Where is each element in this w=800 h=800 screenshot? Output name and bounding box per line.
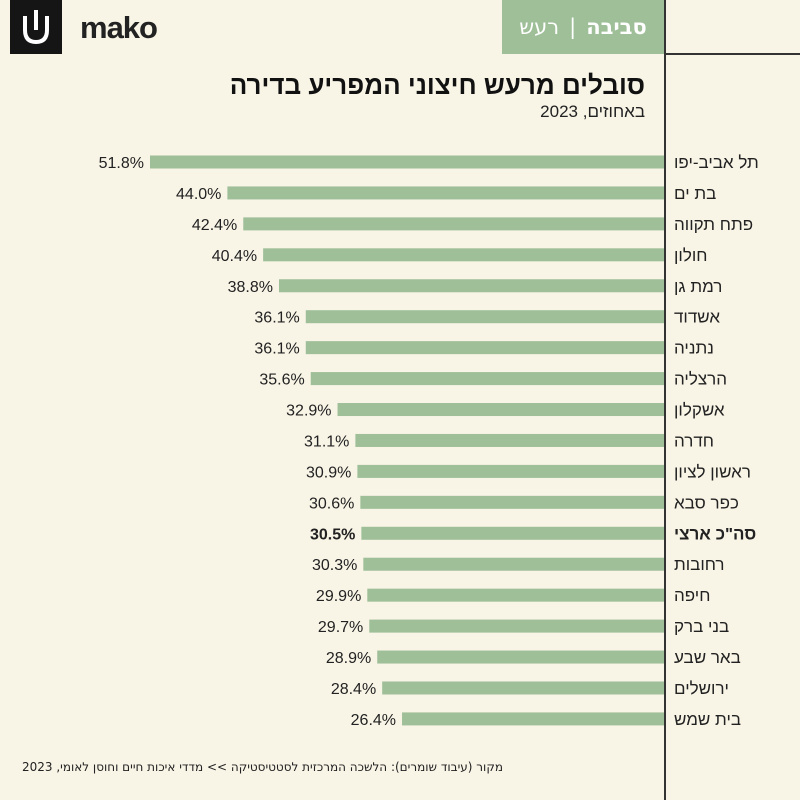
value-label: 26.4% xyxy=(351,712,396,729)
category-label: נתניה xyxy=(674,339,714,358)
category-label: אשקלון xyxy=(674,401,725,420)
category-label: כפר סבא xyxy=(674,493,739,512)
value-label: 28.4% xyxy=(331,681,376,698)
tag-secondary: רעש xyxy=(519,15,560,39)
tag-primary: סביבה xyxy=(586,15,647,39)
bar xyxy=(402,712,664,726)
category-label: ראשון לציון xyxy=(674,462,751,481)
mako-logo[interactable]: mako xyxy=(80,10,158,46)
category-label: בני ברק xyxy=(674,617,729,636)
bar xyxy=(357,464,664,478)
bar xyxy=(355,433,664,447)
bar xyxy=(278,279,664,293)
category-label: באר שבע xyxy=(674,648,741,667)
source-note: מקור (עיבוד שומרים): הלשכה המרכזית לסטטי… xyxy=(22,760,503,774)
value-label: 36.1% xyxy=(254,341,299,358)
value-label: 30.6% xyxy=(309,495,354,512)
mako-logo-text: mako xyxy=(80,10,158,45)
bar xyxy=(361,526,664,540)
value-label: 36.1% xyxy=(254,310,299,327)
category-label: בית שמש xyxy=(674,710,741,729)
category-label: רמת גן xyxy=(674,277,722,296)
bar xyxy=(227,186,664,200)
value-label: 29.9% xyxy=(316,588,361,605)
chart-subtitle: באחוזים, 2023 xyxy=(540,102,645,121)
bar xyxy=(150,155,664,169)
bar xyxy=(382,681,664,695)
value-label: 42.4% xyxy=(192,217,237,234)
value-label: 30.9% xyxy=(306,464,351,481)
value-label: 38.8% xyxy=(228,279,273,296)
category-label: הרצליה xyxy=(674,370,727,389)
category-tag[interactable]: סביבה | רעש xyxy=(502,0,664,54)
value-label: 31.1% xyxy=(304,433,349,450)
category-label: סה"כ ארצי xyxy=(674,524,756,543)
value-label: 35.6% xyxy=(259,372,304,389)
category-label: אשדוד xyxy=(674,308,720,327)
category-label: בת ים xyxy=(674,184,716,203)
value-label: 29.7% xyxy=(318,619,363,636)
bar xyxy=(377,650,664,664)
category-label: חולון xyxy=(674,246,707,265)
category-label: פתח תקווה xyxy=(674,215,753,234)
bar xyxy=(337,403,664,417)
value-label: 51.8% xyxy=(99,155,144,172)
bar xyxy=(310,372,664,386)
value-label: 30.5% xyxy=(310,526,355,543)
category-label: חיפה xyxy=(674,586,710,605)
bar xyxy=(367,588,664,602)
value-label: 32.9% xyxy=(286,403,331,420)
tag-separator: | xyxy=(569,15,577,39)
value-label: 40.4% xyxy=(212,248,257,265)
bar xyxy=(369,619,664,633)
bar xyxy=(263,248,664,262)
category-label: רחובות xyxy=(674,555,725,574)
bar xyxy=(305,341,664,355)
value-label: 28.9% xyxy=(326,650,371,667)
bar xyxy=(360,495,664,509)
bar xyxy=(243,217,665,231)
value-label: 44.0% xyxy=(176,186,221,203)
bar xyxy=(363,557,664,571)
header-divider xyxy=(664,53,800,55)
chart-title: סובלים מרעש חיצוני המפריע בדירה xyxy=(229,70,645,100)
category-label: חדרה xyxy=(674,431,714,450)
vertical-divider xyxy=(664,0,666,800)
category-label: תל אביב-יפו xyxy=(674,153,759,172)
bar xyxy=(305,310,664,324)
logo-mark-icon xyxy=(23,10,49,45)
category-label: ירושלים xyxy=(674,679,729,698)
brand-logo[interactable] xyxy=(10,0,62,54)
value-label: 30.3% xyxy=(312,557,357,574)
